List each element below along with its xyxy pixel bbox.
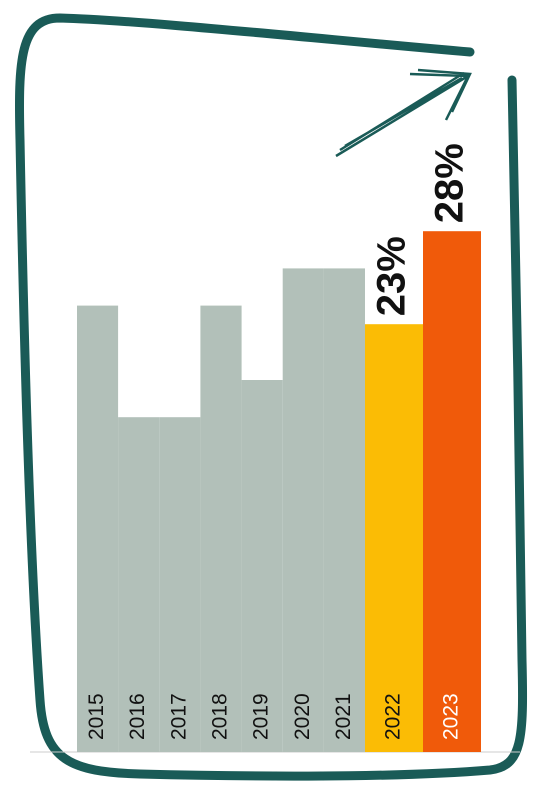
x-tick-label: 2022	[382, 693, 405, 740]
x-tick-label: 2015	[85, 693, 108, 740]
x-tick-label: 2021	[332, 693, 355, 740]
bar	[159, 417, 201, 752]
bar	[365, 324, 423, 752]
bar	[241, 380, 283, 752]
bar	[118, 417, 160, 752]
bar	[77, 305, 119, 752]
arrow	[335, 68, 472, 158]
bar	[200, 305, 242, 752]
x-tick-label: 2016	[126, 693, 149, 740]
value-label: 28%	[428, 143, 472, 223]
x-tick-label: 2020	[291, 693, 314, 740]
value-label: 23%	[370, 236, 414, 316]
bar	[423, 231, 481, 752]
x-tick-label: 2023	[440, 693, 463, 740]
bar	[282, 268, 324, 752]
x-tick-label: 2019	[250, 693, 273, 740]
x-tick-label: 2018	[209, 693, 232, 740]
frame	[14, 13, 528, 781]
bar	[323, 268, 365, 752]
x-tick-label: 2017	[167, 693, 190, 740]
